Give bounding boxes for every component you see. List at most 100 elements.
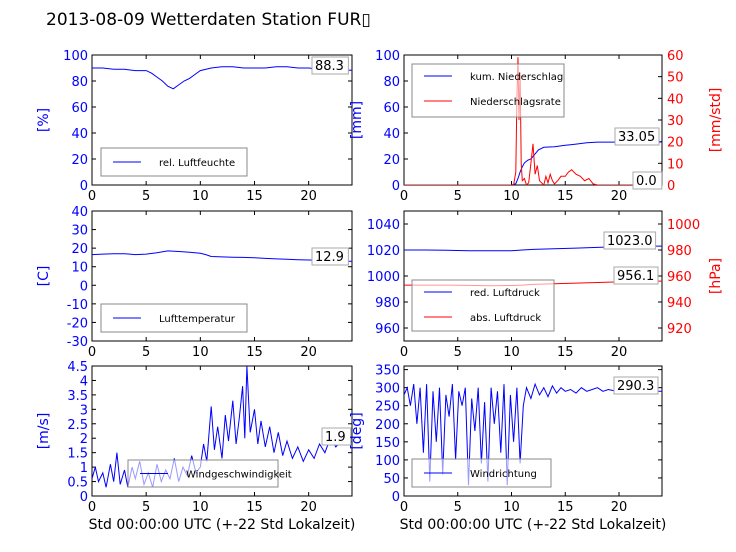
x-tick-label: 10 [192, 345, 209, 360]
legend-box [411, 63, 565, 118]
y-tick-label: 0.5 [67, 476, 88, 491]
y-tick-label: 960 [375, 322, 400, 337]
y2-tick-label: 10 [667, 157, 684, 172]
x-tick-label: 5 [454, 500, 462, 515]
legend-label: Windrichtung [470, 469, 537, 480]
x-tick-label: 5 [142, 345, 150, 360]
legend-label: red. Luftdruck [470, 288, 540, 299]
x-tick-label: 15 [246, 189, 263, 204]
y2-tick-label: 50 [667, 71, 684, 86]
y-tick-label: 2.5 [67, 418, 88, 433]
y-tick-label: 1040 [367, 218, 400, 233]
y-axis-label: [C] [36, 266, 52, 287]
x-tick-label: 20 [300, 189, 317, 204]
value-annotation-box [614, 127, 660, 146]
y-tick-label: 200 [375, 418, 400, 433]
x-tick-label: 5 [454, 345, 462, 360]
chart-temperature: 0 5 10 15 20 -30 -20 -10 0 10 20 30 40 [C] Lufttempera… [36, 205, 353, 360]
x-tick-label: 20 [611, 345, 628, 360]
x-tick-label: 10 [503, 189, 520, 204]
y-axis-label: [mm] [349, 101, 365, 139]
y-tick-label: 1020 [367, 244, 400, 259]
y-tick-label: 0 [80, 490, 88, 505]
y2-tick-label: 60 [667, 49, 684, 64]
plot-frame [403, 365, 663, 497]
x-tick-label: 20 [611, 189, 628, 204]
series-line-kum-niederschlag [404, 141, 662, 185]
y-tick-label: 10 [71, 261, 88, 276]
y-tick-label: 300 [375, 382, 400, 397]
chart-precip: 0 5 10 15 20 0 20 40 60 80 100 0 10 20 30 40 50 60 [mm] [mm… [349, 49, 724, 204]
chart-humidity: 0 5 10 15 20 0 20 40 60 80 100 [%] rel. Luftfeuchte 8… [36, 49, 353, 204]
value-annotation: 956.1 [617, 269, 654, 284]
value-annotation: 1.9 [325, 430, 346, 445]
y2-tick-label: 920 [667, 322, 692, 337]
y-tick-label: 1.5 [67, 447, 88, 462]
x-tick-label: 20 [300, 345, 317, 360]
x-tick-label: 5 [142, 500, 150, 515]
y-axis-label: [%] [36, 108, 52, 132]
y2-axis-label: [hPa] [708, 258, 724, 294]
legend-label: rel. Luftfeuchte [159, 158, 235, 169]
y-tick-label: 2 [80, 432, 88, 447]
y2-tick-label: 960 [667, 270, 692, 285]
chart-pressure: 0 5 10 15 20 960 980 1000 1020 1040 920 940 960 980 10… [367, 210, 724, 360]
y-tick-label: 0 [392, 490, 400, 505]
value-annotation-box [632, 171, 663, 190]
x-tick-label: 20 [300, 500, 317, 515]
series-line-rel-luftfeuchte [92, 66, 352, 90]
y-tick-label: 0 [80, 279, 88, 294]
value-annotation: 12.9 [315, 250, 344, 265]
value-annotation-box [311, 56, 349, 75]
value-annotation-box [613, 266, 659, 285]
y-tick-label: 0 [80, 179, 88, 194]
value-annotation: 0.0 [636, 174, 657, 189]
x-tick-label: 20 [611, 500, 628, 515]
y-tick-label: -20 [67, 316, 88, 331]
plot-frame [91, 365, 353, 497]
legend-box [411, 279, 555, 332]
y-tick-label: 100 [375, 49, 400, 64]
y-tick-label: 980 [375, 296, 400, 311]
y-tick-label: -10 [67, 298, 88, 313]
x-tick-label: 0 [400, 500, 408, 515]
x-tick-label: 0 [88, 345, 96, 360]
y-tick-label: 20 [383, 153, 400, 168]
x-tick-label: 10 [192, 500, 209, 515]
y2-tick-label: 0 [667, 179, 675, 194]
y-tick-label: 1000 [367, 270, 400, 285]
y-tick-label: 80 [383, 75, 400, 90]
y2-tick-label: 40 [667, 92, 684, 107]
x-tick-label: 15 [246, 500, 263, 515]
y-tick-label: 60 [71, 101, 88, 116]
value-annotation: 1023.0 [607, 234, 653, 249]
x-tick-label: 10 [503, 345, 520, 360]
y-tick-label: 0 [392, 179, 400, 194]
y-tick-label: 80 [71, 75, 88, 90]
legend-label: kum. Niederschlag [470, 72, 563, 83]
x-axis-label: Std 00:00:00 UTC (+-22 Std Lokalzeit) [400, 517, 667, 533]
y-tick-label: 100 [375, 454, 400, 469]
y-tick-label: 4 [80, 374, 88, 389]
y-tick-label: 1 [80, 461, 88, 476]
x-tick-label: 0 [88, 500, 96, 515]
plot-frame [91, 54, 353, 186]
value-annotation-box [603, 231, 657, 250]
x-tick-label: 5 [454, 189, 462, 204]
x-tick-label: 5 [142, 189, 150, 204]
value-annotation-box [311, 247, 349, 266]
legend-label: Windgeschwindigkeit [186, 470, 292, 481]
legend-label: abs. Luftdruck [470, 313, 541, 324]
y-tick-label: 40 [383, 127, 400, 142]
page-title: 2013-08-09 Wetterdaten Station FUR▯ [46, 10, 371, 30]
y-tick-label: 40 [71, 127, 88, 142]
y2-tick-label: 940 [667, 296, 692, 311]
value-annotation: 88.3 [315, 59, 344, 74]
y2-tick-label: 30 [667, 114, 684, 129]
y-tick-label: 3 [80, 403, 88, 418]
legend-label: Lufttemperatur [159, 314, 236, 325]
y-tick-label: 250 [375, 400, 400, 415]
y2-tick-label: 1000 [667, 218, 700, 233]
plot-frame [91, 210, 353, 342]
